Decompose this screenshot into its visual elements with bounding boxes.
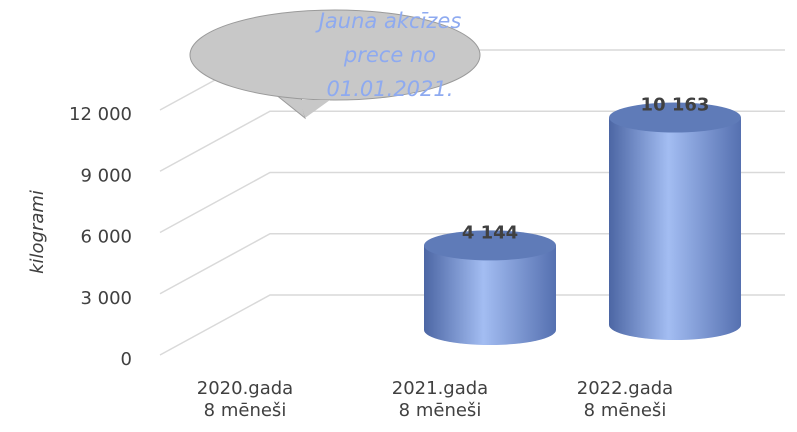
y-tick-label: 3 000 (80, 288, 132, 309)
cylinder-body (424, 245, 556, 345)
cylinder-top (609, 102, 741, 133)
y-tick-label: 12 000 (69, 104, 132, 125)
cylinder-body (609, 117, 741, 340)
bar (609, 102, 741, 340)
x-tick-label: 2021.gada 8 mēneši (391, 378, 489, 421)
y-tick-label: 0 (121, 349, 132, 370)
annotation: Jauna akcīzes prece no 01.01.2021. (318, 9, 462, 101)
y-axis-label: kilogrami (27, 190, 48, 274)
cylinder-top (424, 230, 556, 261)
callout (189, 9, 481, 101)
callout-tail-fill (300, 100, 330, 118)
y-tick-label: 6 000 (80, 227, 132, 248)
bar (424, 230, 556, 345)
y-tick-label: 9 000 (80, 165, 132, 186)
data-label: 4 144 (462, 222, 518, 243)
grid-line (159, 110, 785, 172)
x-tick-label: 2020.gada 8 mēneši (196, 378, 294, 421)
data-label: 10 163 (641, 95, 710, 116)
x-tick-label: 2022.gada 8 mēneši (576, 378, 674, 421)
